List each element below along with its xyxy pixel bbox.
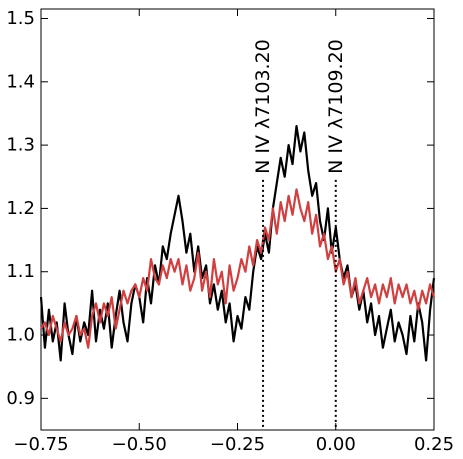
series-line-2 (40, 188, 436, 349)
axis-layer: −0.75 −0.50 −0.25 0.00 0.25 0.9 1.0 1.1 1.2 1.3 1.… (6, 8, 454, 455)
x-tick-label: −0.50 (112, 434, 167, 455)
y-tick-label: 1.0 (6, 325, 35, 346)
x-tick-label: −0.75 (13, 434, 68, 455)
y-tick-label: 1.3 (6, 135, 35, 156)
series-layer (39, 124, 436, 362)
y-tick-label: 1.5 (6, 8, 35, 29)
y-tick-label: 0.9 (6, 388, 35, 409)
y-tick-label: 1.1 (6, 261, 35, 282)
x-tick-label: 0.00 (316, 434, 356, 455)
x-tick-label: 0.25 (414, 434, 454, 455)
y-tick-label: 1.4 (6, 71, 35, 92)
plot-area (40, 8, 435, 431)
annotation-label-1: N IV λ7103.20 (252, 39, 274, 174)
y-tick-label: 1.2 (6, 198, 35, 219)
annotation-layer: N IV λ7103.20 N IV λ7109.20 (252, 39, 347, 430)
x-tick-label: −0.25 (210, 434, 265, 455)
annotation-label-2: N IV λ7109.20 (325, 39, 347, 174)
